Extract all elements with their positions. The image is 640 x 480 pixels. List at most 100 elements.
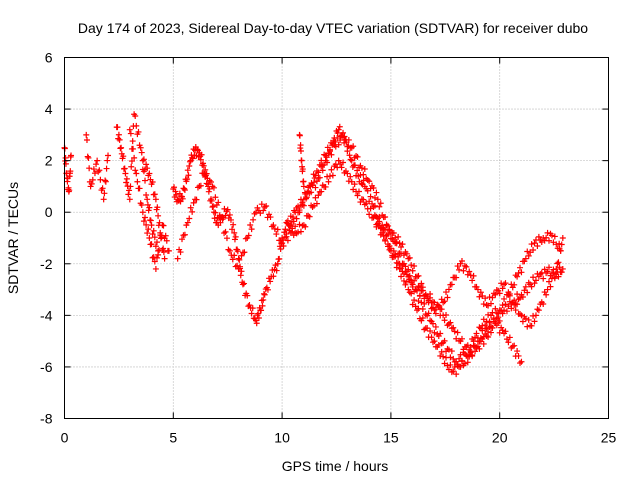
data-point [453, 274, 460, 281]
data-point [551, 233, 558, 240]
data-point [229, 226, 236, 233]
data-point [187, 204, 194, 211]
data-point [208, 197, 215, 204]
data-point [431, 307, 438, 314]
data-point [458, 335, 465, 342]
data-point [469, 352, 476, 359]
data-point [463, 343, 470, 350]
data-point [453, 371, 460, 378]
data-point [480, 340, 487, 347]
data-point [189, 155, 196, 162]
data-point [276, 255, 283, 262]
data-point [152, 243, 159, 250]
data-point [437, 330, 444, 337]
data-point [121, 165, 128, 172]
data-point [149, 231, 156, 238]
data-point [450, 368, 457, 375]
data-point [226, 211, 233, 218]
data-point [522, 315, 529, 322]
data-point [302, 223, 309, 230]
data-point [347, 173, 354, 180]
data-point [127, 130, 134, 137]
data-point [358, 165, 365, 172]
data-point [447, 361, 454, 368]
data-point [143, 161, 150, 168]
data-point [264, 286, 271, 293]
data-point [534, 306, 541, 313]
data-point [197, 156, 204, 163]
data-point [411, 297, 418, 304]
data-point [226, 247, 233, 254]
data-point [235, 255, 242, 262]
data-point [248, 310, 255, 317]
data-point [554, 260, 561, 267]
data-point [234, 262, 241, 269]
data-point [406, 289, 413, 296]
data-point [517, 264, 524, 271]
data-point [221, 230, 228, 237]
data-point [501, 295, 508, 302]
data-point [546, 278, 553, 285]
data-point [517, 311, 524, 318]
data-point [506, 334, 513, 341]
data-point [371, 212, 378, 219]
data-point [114, 124, 121, 131]
data-point [139, 157, 146, 164]
data-point [270, 273, 277, 280]
data-point [550, 269, 557, 276]
data-point [132, 167, 139, 174]
data-point [237, 272, 244, 279]
data-point [358, 180, 365, 187]
data-point [371, 202, 378, 209]
data-point [492, 291, 499, 298]
data-point [532, 277, 539, 284]
data-point [505, 339, 512, 346]
data-point [532, 312, 539, 319]
data-point [296, 132, 303, 139]
data-point [295, 229, 302, 236]
data-point [184, 176, 191, 183]
chart-title: Day 174 of 2023, Sidereal Day-to-day VTE… [78, 20, 588, 36]
data-point [85, 154, 92, 161]
data-point [515, 269, 522, 276]
data-point [502, 280, 509, 287]
data-point [344, 143, 351, 150]
data-point [212, 194, 219, 201]
data-point [136, 185, 143, 192]
data-point [217, 219, 224, 226]
data-point [142, 214, 149, 221]
data-point [409, 283, 416, 290]
data-point [143, 192, 150, 199]
data-point [248, 226, 255, 233]
data-point [479, 322, 486, 329]
data-point [260, 290, 267, 297]
data-point [138, 201, 145, 208]
data-point [142, 177, 149, 184]
data-point [203, 180, 210, 187]
data-point [364, 177, 371, 184]
data-point [231, 252, 238, 259]
data-point [193, 196, 200, 203]
data-point [152, 196, 159, 203]
data-point [102, 177, 109, 184]
data-point [492, 320, 499, 327]
data-point [371, 194, 378, 201]
data-point [414, 273, 421, 280]
data-point [258, 307, 265, 314]
data-point [463, 263, 470, 270]
data-point [258, 201, 265, 208]
data-point [400, 277, 407, 284]
data-point [382, 237, 389, 244]
data-point [424, 295, 431, 302]
data-point [165, 247, 172, 254]
data-point [540, 275, 547, 282]
data-point [441, 298, 448, 305]
data-point [133, 170, 140, 177]
data-point [151, 258, 158, 265]
data-point [229, 256, 236, 263]
data-point [186, 215, 193, 222]
data-point [316, 174, 323, 181]
data-point [382, 213, 389, 220]
data-point [99, 185, 106, 192]
data-point [149, 178, 156, 185]
